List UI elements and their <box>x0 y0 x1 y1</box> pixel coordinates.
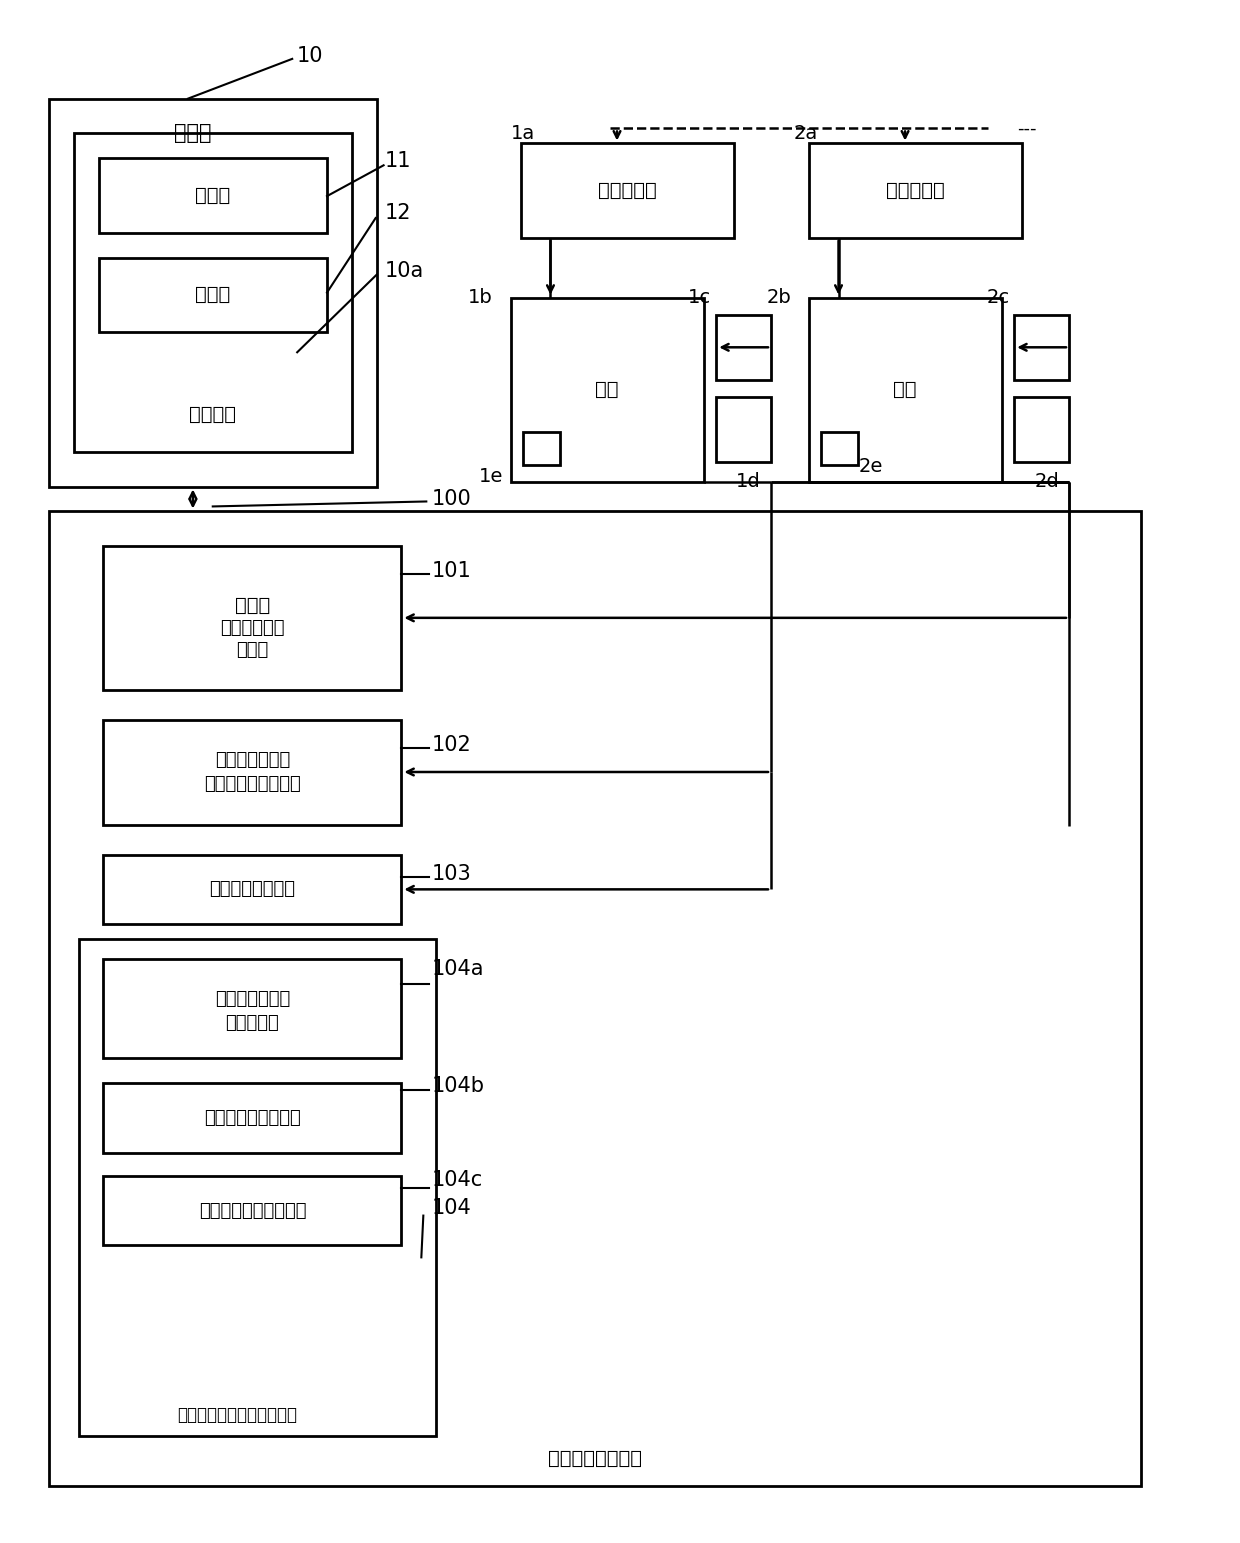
Bar <box>103 1176 402 1245</box>
Bar <box>511 298 704 481</box>
Text: 103: 103 <box>432 864 471 884</box>
Text: 1d: 1d <box>737 472 761 491</box>
Text: 读取部: 读取部 <box>195 185 231 205</box>
Text: 12: 12 <box>384 204 412 224</box>
Text: 2a: 2a <box>794 123 818 143</box>
Text: （目的地楼层: （目的地楼层 <box>221 619 285 637</box>
Text: 100: 100 <box>432 489 471 509</box>
Bar <box>821 432 858 464</box>
Text: 限制处理部: 限制处理部 <box>226 1014 279 1032</box>
Text: 10: 10 <box>298 46 324 66</box>
Text: 104b: 104b <box>432 1077 485 1096</box>
Text: 目的地楼层登记: 目的地楼层登记 <box>215 989 290 1008</box>
Text: 通知部: 通知部 <box>195 285 231 304</box>
Text: 层站呼梯限制处理部: 层站呼梯限制处理部 <box>205 1109 301 1126</box>
Text: 拥挤度检测处理部: 拥挤度检测处理部 <box>210 881 295 898</box>
Bar <box>1014 397 1069 461</box>
Text: 门操作盘: 门操作盘 <box>190 404 237 423</box>
Text: 104a: 104a <box>432 958 484 978</box>
Text: 102: 102 <box>432 734 471 755</box>
Bar <box>717 315 771 380</box>
Bar <box>1014 315 1069 380</box>
Text: 2c: 2c <box>986 289 1009 307</box>
Text: 104c: 104c <box>432 1170 482 1190</box>
Text: 1e: 1e <box>479 468 502 486</box>
Text: 目的地楼层限制处理部: 目的地楼层限制处理部 <box>198 1202 306 1219</box>
Bar <box>98 159 327 233</box>
Text: 各台控制部: 各台控制部 <box>598 181 656 199</box>
Bar <box>48 99 377 486</box>
Text: 各台控制部: 各台控制部 <box>885 181 945 199</box>
Text: 1b: 1b <box>469 289 492 307</box>
Text: ---: --- <box>1017 119 1037 137</box>
Text: 1a: 1a <box>511 123 534 143</box>
Bar <box>103 855 402 924</box>
Text: 101: 101 <box>432 562 471 582</box>
Text: 轿厢: 轿厢 <box>595 380 619 398</box>
Text: 组群管理控制装置: 组群管理控制装置 <box>548 1449 642 1467</box>
Bar <box>522 432 560 464</box>
Text: 11: 11 <box>384 151 412 171</box>
Bar <box>521 143 734 238</box>
Bar <box>103 1083 402 1153</box>
Bar <box>808 143 1022 238</box>
Bar <box>103 960 402 1058</box>
Bar <box>78 940 436 1437</box>
Bar <box>103 721 402 824</box>
Bar <box>808 298 1002 481</box>
Bar <box>103 546 402 690</box>
Bar <box>48 511 1142 1486</box>
Bar <box>73 133 352 452</box>
Text: 2e: 2e <box>858 457 883 477</box>
Text: 2d: 2d <box>1034 472 1059 491</box>
Text: 安全门: 安全门 <box>174 123 212 143</box>
Text: 存储部: 存储部 <box>234 597 270 616</box>
Bar <box>717 397 771 461</box>
Text: 轿厢: 轿厢 <box>893 380 916 398</box>
Text: 目的地楼层呼梯限制处理部: 目的地楼层呼梯限制处理部 <box>177 1406 298 1424</box>
Text: 104: 104 <box>432 1197 471 1217</box>
Text: （轿厢控制处理部）: （轿厢控制处理部） <box>205 775 301 793</box>
Bar <box>98 258 327 332</box>
Text: 信息）: 信息） <box>237 640 269 659</box>
Text: 轿厢分配处理部: 轿厢分配处理部 <box>215 751 290 768</box>
Text: 1c: 1c <box>688 289 712 307</box>
Text: 10a: 10a <box>384 261 424 281</box>
Text: 2b: 2b <box>768 289 792 307</box>
